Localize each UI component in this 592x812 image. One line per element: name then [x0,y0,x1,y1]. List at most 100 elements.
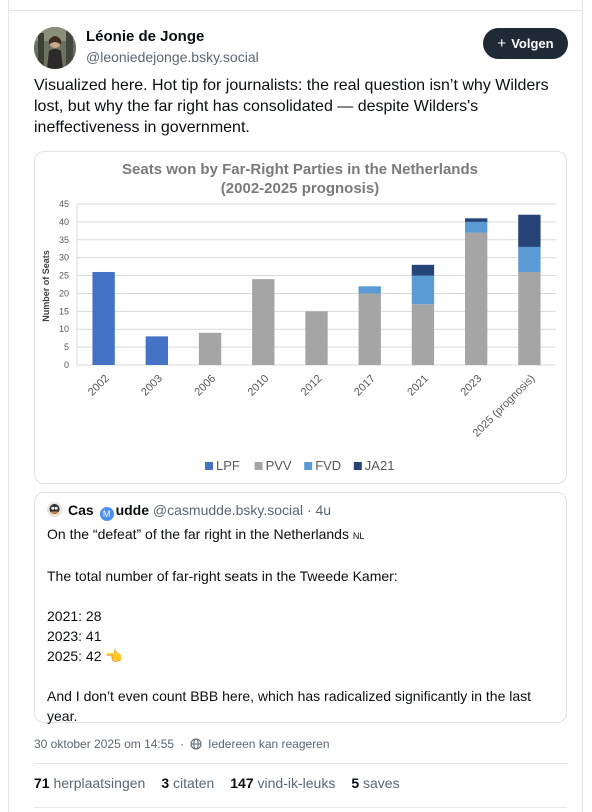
bar-fvd-2021 [411,275,435,305]
legend-swatch-fvd [304,462,313,470]
legend-label-ja21: JA21 [365,458,395,473]
y-tick-label: 0 [64,360,69,370]
meta-separator: · [180,737,185,751]
follow-button[interactable]: + Volgen [483,28,568,59]
language-tag: NL [352,531,365,541]
legend-swatch-ja21 [353,462,362,470]
bar-ja21-2021 [411,264,435,276]
engagement-stats: 71 herplaatsingen 3 citaten 147 vind-ik-… [34,775,400,791]
y-tick-label: 45 [59,199,69,209]
legend-label-lpf: LPF [216,458,240,473]
y-tick-label: 5 [64,342,69,352]
quoted-line: On the “defeat” of the far right in the … [47,526,349,542]
bar-pvv-2025prognosis [518,271,541,365]
post: Léonie de Jonge @leoniedejonge.bsky.soci… [9,11,582,812]
chart-embed[interactable]: Seats won by Far-Right Parties in the Ne… [34,151,567,484]
chart-subtitle: (2002-2025 prognosis) [221,180,379,197]
bar-lpf-2003 [145,336,169,365]
x-tick-label: 2010 [246,373,272,399]
quoted-author-avatar[interactable] [47,502,62,517]
avatar-image [47,502,62,517]
quoted-author-name-part2[interactable]: udde [115,502,150,518]
quoted-line: The total number of far-right seats in t… [47,568,398,584]
bar-ja21-2023 [464,218,488,222]
quoted-post-time[interactable]: 4u [315,502,332,518]
globe-icon [190,738,202,750]
chart-legend: LPF PVV FVD JA21 [205,458,394,473]
x-tick-label: 2012 [299,373,325,399]
frame-border-top [8,10,583,11]
x-tick-label: 2006 [192,373,218,399]
author-handle[interactable]: @leoniedejonge.bsky.social [86,49,259,65]
quoted-line: 2025: 42 👈 [47,648,123,664]
quoted-author-name-part1[interactable]: Cas [68,502,94,518]
quotes-stat[interactable]: 3 citaten [161,775,214,791]
bar-fvd-2023 [464,221,488,233]
bar-chart: Seats won by Far-Right Parties in the Ne… [41,161,556,473]
frame-border-left [8,0,9,812]
quotes-count: 3 [161,775,170,791]
chart-title: Seats won by Far-Right Parties in the Ne… [122,161,478,178]
reposts-label: herplaatsingen [53,775,146,791]
meta-separator: · [306,502,312,518]
legend-label-fvd: FVD [315,458,341,473]
likes-label: vind-ik-leuks [257,775,336,791]
m-badge-icon: M [99,507,114,521]
frame-border-right [582,0,583,812]
y-tick-label: 30 [59,253,69,263]
x-tick-label: 2017 [352,373,378,399]
divider [34,807,567,808]
post-text: Visualized here. Hot tip for journalists… [34,77,549,136]
quotes-label: citaten [173,775,215,791]
bar-pvv-2021 [411,304,435,365]
x-tick-label: 2021 [405,373,431,399]
reply-setting[interactable]: Iedereen kan reageren [208,737,330,751]
reposts-stat[interactable]: 71 herplaatsingen [34,775,145,791]
author-name[interactable]: Léonie de Jonge [86,28,205,45]
divider [34,763,567,764]
y-tick-label: 35 [59,235,69,245]
y-tick-label: 10 [59,324,69,334]
quoted-line: 2023: 41 [47,628,102,644]
reposts-count: 71 [34,775,50,791]
bar-pvv-2023 [464,232,488,365]
quoted-line: 2021: 28 [47,608,102,624]
bar-fvd-2017 [358,286,381,294]
avatar[interactable] [34,27,76,69]
quoted-post-text: On the “defeat” of the far right in the … [47,524,557,726]
legend-label-pvv: PVV [266,458,292,473]
chart-bars [92,214,541,365]
y-tick-label: 25 [59,271,69,281]
avatar-image [34,27,76,69]
likes-stat[interactable]: 147 vind-ik-leuks [230,775,335,791]
y-axis-label: Number of Seats [41,250,51,322]
follow-button-label: Volgen [511,36,554,51]
quoted-author-handle[interactable]: @casmudde.bsky.social [152,502,304,518]
bar-pvv-2006 [198,332,222,365]
x-tick-label: 2023 [458,373,484,399]
x-tick-label: 2003 [139,373,165,399]
legend-swatch-lpf [205,462,213,470]
legend-swatch-pvv [254,462,263,470]
bar-pvv-2010 [252,279,275,365]
bar-fvd-2025prognosis [518,246,541,272]
y-tick-label: 40 [59,217,69,227]
saves-stat[interactable]: 5 saves [351,775,399,791]
y-tick-labels: 0 5 10 15 20 25 30 35 40 45 [59,199,69,370]
bar-lpf-2002 [92,271,115,365]
saves-count: 5 [351,775,360,791]
quoted-line: And I don’t even count BBB here, which h… [47,688,532,724]
y-tick-label: 15 [59,306,69,316]
bar-pvv-2012 [305,311,328,365]
saves-label: saves [363,775,400,791]
bar-pvv-2017 [358,293,381,365]
y-tick-label: 20 [59,288,69,298]
x-tick-label: 2002 [86,373,112,399]
post-meta: 30 oktober 2025 om 14:55 · Iedereen kan … [34,737,330,751]
plus-icon: + [497,35,507,52]
post-timestamp[interactable]: 30 oktober 2025 om 14:55 [34,737,175,751]
likes-count: 147 [230,775,254,791]
